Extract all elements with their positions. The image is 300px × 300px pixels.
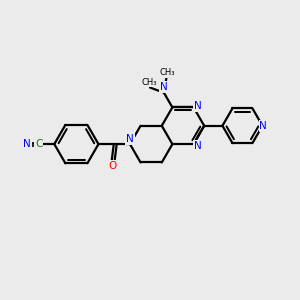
Text: N: N [194,101,201,111]
Text: C: C [35,139,42,149]
Text: O: O [109,160,117,171]
Text: N: N [194,141,201,151]
Text: N: N [260,121,267,131]
Text: CH₃: CH₃ [159,68,175,77]
Text: N: N [160,82,168,92]
Text: N: N [23,139,31,149]
Text: N: N [126,134,134,144]
Text: CH₃: CH₃ [142,78,158,87]
